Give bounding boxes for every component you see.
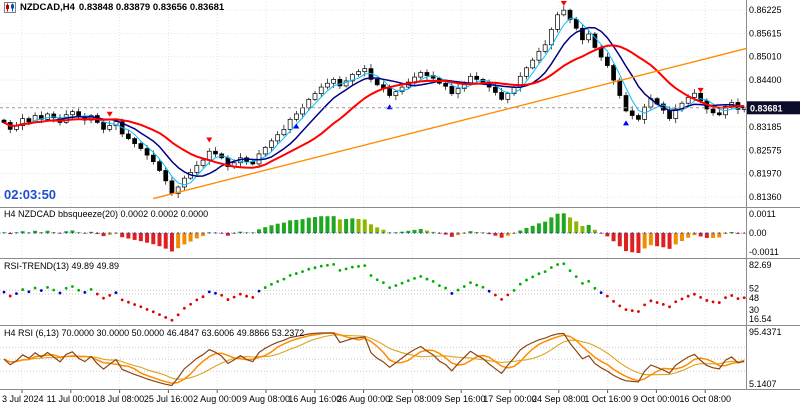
candles [1,6,747,199]
ascending-trendline[interactable] [153,47,747,200]
svg-text:16.54: 16.54 [749,314,772,324]
time-axis-label: 1 Oct 16:00 [584,394,631,404]
rsi-trend-label: RSI-TREND(13) 49.89 49.89 [4,261,120,271]
signal-arrows [106,1,704,143]
rsi-lines [3,332,745,387]
time-axis-label: 17 Sep 00:00 [483,394,537,404]
time-axis-label: 16 Aug 16:00 [288,394,341,404]
rsi-label: H4 RSI (6,13) 70.0000 30.0000 50.0000 46… [4,328,305,338]
svg-text:5.1407: 5.1407 [749,379,777,389]
time-axis-label: 11 Jul 00:00 [47,394,95,404]
time-axis-label: 9 Oct 00:00 [633,394,680,404]
svg-text:0.82575: 0.82575 [749,145,782,155]
bbsqueeze-histogram [2,213,747,253]
svg-text:0.83185: 0.83185 [749,122,782,132]
indicator-levels [0,232,746,372]
svg-text:0.84400: 0.84400 [749,75,782,85]
time-axis-label: 9 Sep 16:00 [437,394,486,404]
time-axis-label: 18 Jul 08:00 [95,394,144,404]
sell-signal-icon [106,111,113,117]
svg-text:0.81360: 0.81360 [749,192,782,202]
price-scale[interactable]: 0.86225 0.85615 0.85010 0.84400 0.83185 0.825… [747,5,800,389]
svg-text:0.00: 0.00 [749,228,767,238]
panel-separators[interactable] [0,0,800,390]
current-price-tag [747,101,800,115]
time-axis-label: 26 Aug 00:00 [337,394,390,404]
time-axis-label: 9 Aug 08:00 [242,394,290,404]
svg-text:0.81970: 0.81970 [749,169,782,179]
svg-text:0.86225: 0.86225 [749,5,782,15]
sell-signal-icon [206,137,213,143]
time-axis[interactable]: 3 Jul 2024 11 Jul 00:00 18 Jul 08:00 25 Jul… [2,390,731,404]
svg-text:0.0011: 0.0011 [749,209,776,219]
svg-text:30: 30 [749,305,759,315]
time-axis-label: 2 Sep 08:00 [388,394,437,404]
sell-signal-icon [560,1,567,7]
chart-icon [4,2,16,13]
svg-text:95.4371: 95.4371 [749,327,782,337]
symbol-name: NZDCAD,H4 [20,2,75,13]
time-axis-label: 3 Jul 2024 [2,394,44,404]
svg-text:0.85010: 0.85010 [749,52,782,62]
time-axis-label: 16 Oct 08:00 [679,394,731,404]
sell-signal-icon [697,87,704,93]
moving-averages [3,17,745,186]
time-axis-label: 2 Aug 00:00 [193,394,241,404]
rsi-trend-dots [2,262,746,322]
svg-text:82.69: 82.69 [749,260,772,270]
svg-text:0.83681: 0.83681 [750,103,783,113]
svg-text:0.85615: 0.85615 [749,28,782,38]
buy-signal-icon [623,120,629,126]
candle-timer: 02:03:50 [4,187,57,202]
buy-signal-icon [386,104,393,110]
time-axis-label: 24 Sep 08:00 [532,394,586,404]
bbsqueeze-label: H4 NZDCAD bbsqueeze(20) 0.0002 0.0002 0.… [4,209,209,219]
symbol-ohlc-label: NZDCAD,H4 0.83848 0.83879 0.83656 0.8368… [4,2,224,13]
time-axis-label: 25 Jul 16:00 [144,394,193,404]
svg-text:48: 48 [749,293,759,303]
buy-signal-icon [293,123,300,129]
svg-text:-0.0011: -0.0011 [749,247,779,257]
ohlc-values: 0.83848 0.83879 0.83656 0.83681 [78,2,225,13]
svg-text:52: 52 [749,283,759,293]
